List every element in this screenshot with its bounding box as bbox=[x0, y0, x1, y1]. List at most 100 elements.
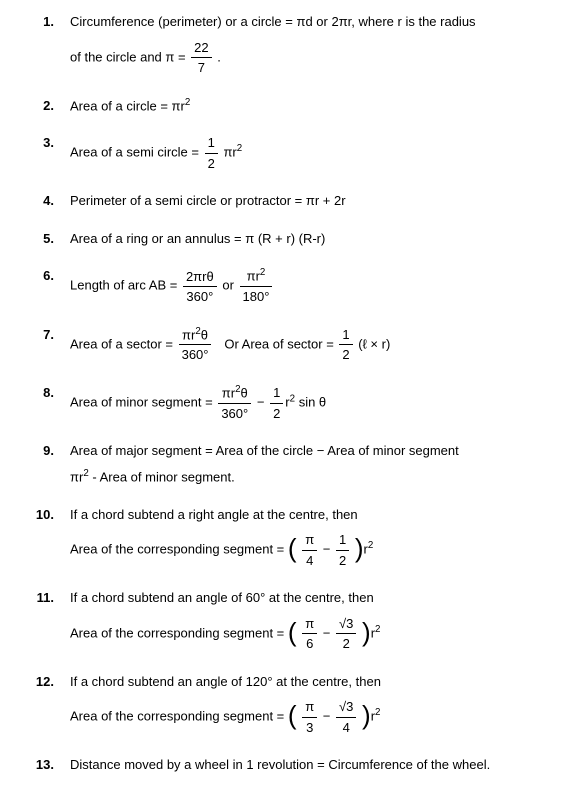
item-body: If a chord subtend an angle of 120° at t… bbox=[70, 672, 566, 738]
denom: 4 bbox=[302, 551, 317, 571]
numer: √3 bbox=[336, 697, 356, 718]
sup: 2 bbox=[290, 393, 295, 404]
text: Length of arc AB = bbox=[70, 278, 181, 293]
denom: 2 bbox=[336, 551, 349, 571]
item-5: 5. Area of a ring or an annulus = π (R +… bbox=[14, 229, 566, 249]
fraction: π 3 bbox=[302, 697, 317, 737]
text: Area of major segment = Area of the circ… bbox=[70, 443, 459, 458]
numer: πr2θ bbox=[218, 383, 251, 404]
denom: 6 bbox=[302, 634, 317, 654]
item-body: Circumference (perimeter) or a circle = … bbox=[70, 12, 566, 78]
text: Perimeter of a semi circle or protractor… bbox=[70, 193, 346, 208]
numer: √3 bbox=[336, 614, 356, 635]
text: or bbox=[222, 278, 234, 293]
text: Area of the corresponding segment = bbox=[70, 709, 288, 724]
fraction: πr2θ 360° bbox=[218, 383, 251, 423]
denom: 2 bbox=[205, 154, 218, 174]
numer: 1 bbox=[270, 383, 283, 404]
text: Area of a ring or an annulus = π (R + r)… bbox=[70, 231, 325, 246]
minus: − bbox=[257, 395, 265, 410]
numer: π bbox=[302, 614, 317, 635]
item-body: Distance moved by a wheel in 1 revolutio… bbox=[70, 755, 566, 775]
denom: 3 bbox=[302, 718, 317, 738]
fraction: π 4 bbox=[302, 530, 317, 570]
sup: 2 bbox=[375, 707, 380, 718]
item-2: 2. Area of a circle = πr2 bbox=[14, 96, 566, 116]
denom: 2 bbox=[339, 345, 352, 365]
text: - Area of minor segment. bbox=[89, 469, 235, 484]
formula-list: 1. Circumference (perimeter) or a circle… bbox=[14, 12, 566, 775]
text: πr bbox=[223, 145, 236, 160]
numer: 1 bbox=[336, 530, 349, 551]
rparen-icon: ) bbox=[362, 702, 371, 728]
item-num: 7. bbox=[14, 325, 70, 365]
item-7: 7. Area of a sector = πr2θ 360° Or Area … bbox=[14, 325, 566, 365]
lparen-icon: ( bbox=[288, 702, 297, 728]
denom: 360° bbox=[179, 345, 212, 365]
item-num: 5. bbox=[14, 229, 70, 249]
fraction: πr2 180° bbox=[240, 266, 273, 306]
item-body: Area of minor segment = πr2θ 360° − 1 2 … bbox=[70, 383, 566, 423]
item-body: Area of major segment = Area of the circ… bbox=[70, 441, 566, 486]
item-12: 12. If a chord subtend an angle of 120° … bbox=[14, 672, 566, 738]
item-body: Area of a sector = πr2θ 360° Or Area of … bbox=[70, 325, 566, 365]
line2: Area of the corresponding segment = ( π … bbox=[70, 530, 566, 570]
item-num: 3. bbox=[14, 133, 70, 173]
text: Area of the corresponding segment = bbox=[70, 542, 288, 557]
item-11: 11. If a chord subtend an angle of 60° a… bbox=[14, 588, 566, 654]
item-num: 11. bbox=[14, 588, 70, 654]
denom: 360° bbox=[183, 287, 217, 307]
text: If a chord subtend an angle of 60° at th… bbox=[70, 590, 374, 605]
sup: 2 bbox=[368, 540, 373, 551]
sup: 2 bbox=[185, 97, 190, 108]
text: (ℓ × r) bbox=[358, 336, 390, 351]
denom: 7 bbox=[191, 58, 211, 78]
item-body: Perimeter of a semi circle or protractor… bbox=[70, 191, 566, 211]
item-9: 9. Area of major segment = Area of the c… bbox=[14, 441, 566, 486]
rparen-icon: ) bbox=[362, 619, 371, 645]
item-body: Length of arc AB = 2πrθ 360° or πr2 180° bbox=[70, 266, 566, 306]
item-num: 13. bbox=[14, 755, 70, 775]
text: Area of minor segment = bbox=[70, 395, 216, 410]
fraction: √3 4 bbox=[336, 697, 356, 737]
denom: 360° bbox=[218, 404, 251, 424]
item-body: If a chord subtend an angle of 60° at th… bbox=[70, 588, 566, 654]
sup: 2 bbox=[375, 624, 380, 635]
lparen-icon: ( bbox=[288, 535, 297, 561]
item-num: 1. bbox=[14, 12, 70, 78]
numer: πr2θ bbox=[179, 325, 212, 346]
line2: of the circle and π = 22 7 . bbox=[70, 38, 566, 78]
item-body: Area of a circle = πr2 bbox=[70, 96, 566, 116]
item-num: 6. bbox=[14, 266, 70, 306]
item-10: 10. If a chord subtend a right angle at … bbox=[14, 505, 566, 571]
denom: 2 bbox=[336, 634, 356, 654]
text: Distance moved by a wheel in 1 revolutio… bbox=[70, 757, 490, 772]
text: of the circle and π = bbox=[70, 49, 189, 64]
text: Or Area of sector = bbox=[224, 336, 337, 351]
text: Area of a circle = πr bbox=[70, 98, 185, 113]
item-body: Area of a ring or an annulus = π (R + r)… bbox=[70, 229, 566, 249]
item-13: 13. Distance moved by a wheel in 1 revol… bbox=[14, 755, 566, 775]
fraction: 22 7 bbox=[191, 38, 211, 78]
fraction: 1 2 bbox=[339, 325, 352, 365]
denom: 180° bbox=[240, 287, 273, 307]
text: If a chord subtend a right angle at the … bbox=[70, 507, 358, 522]
numer: π bbox=[302, 697, 317, 718]
line2: Area of the corresponding segment = ( π … bbox=[70, 697, 566, 737]
lparen-icon: ( bbox=[288, 619, 297, 645]
item-body: If a chord subtend a right angle at the … bbox=[70, 505, 566, 571]
text: πr bbox=[70, 469, 83, 484]
item-num: 8. bbox=[14, 383, 70, 423]
denom: 4 bbox=[336, 718, 356, 738]
text: Area of a sector = bbox=[70, 336, 177, 351]
fraction: 1 2 bbox=[336, 530, 349, 570]
minus: − bbox=[323, 709, 331, 724]
item-num: 4. bbox=[14, 191, 70, 211]
item-body: Area of a semi circle = 1 2 πr2 bbox=[70, 133, 566, 173]
fraction: √3 2 bbox=[336, 614, 356, 654]
text: If a chord subtend an angle of 120° at t… bbox=[70, 674, 381, 689]
item-num: 2. bbox=[14, 96, 70, 116]
fraction: 1 2 bbox=[270, 383, 283, 423]
rparen-icon: ) bbox=[355, 535, 364, 561]
item-num: 9. bbox=[14, 441, 70, 486]
